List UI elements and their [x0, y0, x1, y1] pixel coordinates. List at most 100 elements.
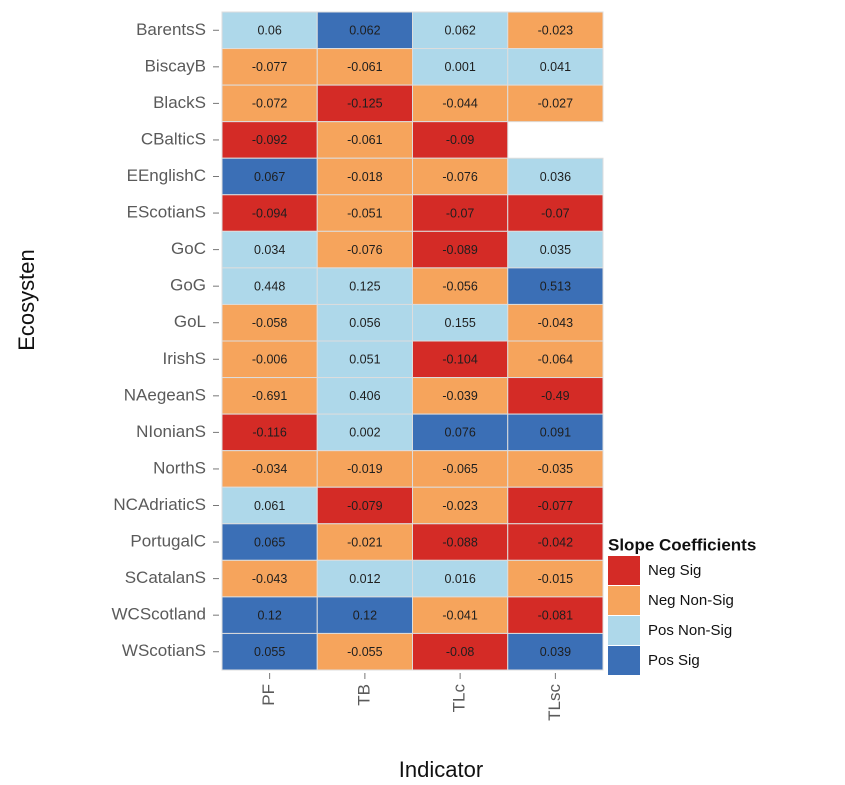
heatmap-cell: [316, 340, 413, 379]
y-tick-label: NCAdriaticS: [113, 495, 206, 514]
heatmap-cell: [316, 486, 413, 525]
cell-label: 0.065: [254, 535, 285, 549]
y-tick-label: EScotianS: [127, 203, 206, 222]
y-tick-label: BiscayB: [145, 56, 206, 75]
cell-label: 0.056: [349, 316, 380, 330]
cell-label: 0.041: [540, 60, 571, 74]
heatmap-cell: [221, 303, 318, 342]
cell-label: -0.039: [442, 389, 477, 403]
cell-label: -0.061: [347, 60, 382, 74]
heatmap-cell: [316, 194, 413, 232]
cell-label: 0.155: [444, 316, 475, 330]
cell-label: -0.092: [252, 133, 287, 147]
cell-label: -0.08: [446, 645, 475, 659]
cell-label: -0.006: [252, 353, 287, 367]
heatmap-cell: [412, 157, 509, 196]
cell-label: -0.042: [538, 535, 573, 549]
heatmap-cell: [507, 450, 604, 488]
y-tick-label: EEnglishC: [127, 166, 206, 185]
heatmap-cell: [412, 523, 509, 561]
cell-label: -0.015: [538, 572, 573, 586]
cell-label: -0.089: [442, 243, 477, 257]
cell-label: -0.034: [252, 462, 287, 476]
cell-label: 0.125: [349, 279, 380, 293]
cell-label: -0.081: [538, 608, 573, 622]
cell-label: -0.691: [252, 389, 287, 403]
cell-label: -0.019: [347, 462, 382, 476]
heatmap-cell: [507, 194, 604, 232]
heatmap-cell: [221, 84, 318, 123]
x-tick-label: TLsc: [545, 684, 564, 721]
cell-label: -0.021: [347, 535, 382, 549]
cell-label: 0.067: [254, 170, 285, 184]
cell-label: 0.12: [257, 608, 281, 622]
heatmap-cell: [412, 413, 509, 452]
cell-label: -0.058: [252, 316, 287, 330]
heatmap-cell: [316, 267, 413, 305]
y-axis-title: Ecosysten: [14, 249, 39, 351]
x-tick-label: TLc: [450, 684, 469, 713]
y-tick-label: IrishS: [163, 349, 206, 368]
cell-label: -0.076: [442, 170, 477, 184]
heatmap-cell: [507, 523, 604, 561]
heatmap-cell: [316, 523, 413, 561]
heatmap-cell: [316, 84, 413, 123]
heatmap-cell: [221, 450, 318, 488]
legend-label: Neg Non-Sig: [648, 592, 734, 609]
cell-label: -0.07: [446, 206, 475, 220]
heatmap-cell: [221, 559, 318, 598]
cell-label: 0.091: [540, 426, 571, 440]
cell-label: 0.12: [353, 608, 377, 622]
heatmap-cell: [507, 303, 604, 342]
y-tick-label: BlackS: [153, 93, 206, 112]
cell-label: -0.043: [252, 572, 287, 586]
cell-label: -0.125: [347, 97, 382, 111]
y-tick-label: WCScotland: [112, 605, 206, 624]
legend-title: Slope Coefficients: [608, 535, 756, 554]
cell-label: -0.07: [541, 206, 570, 220]
heatmap-cell: [412, 559, 509, 598]
heatmap-cell: [412, 377, 509, 415]
cell-label: 0.016: [444, 572, 475, 586]
y-tick-label: CBalticS: [141, 129, 206, 148]
cell-label: -0.027: [538, 97, 573, 111]
legend-swatch: [608, 646, 640, 675]
cell-label: -0.055: [347, 645, 382, 659]
heatmap-cell: [316, 632, 413, 671]
cell-label: 0.036: [540, 170, 571, 184]
y-tick-label: SCatalanS: [125, 568, 206, 587]
cell-label: -0.104: [442, 353, 477, 367]
heatmap-cell: [221, 486, 318, 525]
cell-label: -0.023: [538, 24, 573, 38]
heatmap-cell: [316, 303, 413, 342]
cell-label: -0.072: [252, 97, 287, 111]
cell-label: 0.051: [349, 353, 380, 367]
cell-label: -0.076: [347, 243, 382, 257]
y-tick-label: PortugalC: [130, 532, 206, 551]
heatmap-cell: [412, 48, 509, 86]
heatmap-cell: [507, 486, 604, 525]
cell-label: 0.062: [349, 24, 380, 38]
cell-label: -0.064: [538, 353, 573, 367]
y-tick-label: NorthS: [153, 458, 206, 477]
cell-label: -0.065: [442, 462, 477, 476]
legend-swatch: [608, 556, 640, 585]
heatmap-cell: [221, 596, 318, 634]
cell-label: -0.051: [347, 206, 382, 220]
legend-swatch: [608, 616, 640, 645]
cell-label: 0.076: [444, 426, 475, 440]
y-tick-label: GoG: [170, 276, 206, 295]
cell-label: -0.035: [538, 462, 573, 476]
heatmap-cell: [316, 11, 413, 50]
x-axis-title: Indicator: [399, 757, 483, 782]
cell-label: 0.035: [540, 243, 571, 257]
cell-label: -0.041: [442, 608, 477, 622]
cell-label: -0.056: [442, 279, 477, 293]
cell-label: -0.088: [442, 535, 477, 549]
y-tick-label: NIonianS: [136, 422, 206, 441]
cell-label: 0.002: [349, 426, 380, 440]
cell-label: 0.034: [254, 243, 285, 257]
legend-swatch: [608, 586, 640, 615]
cell-label: -0.49: [541, 389, 570, 403]
y-tick-label: WScotianS: [122, 641, 206, 660]
